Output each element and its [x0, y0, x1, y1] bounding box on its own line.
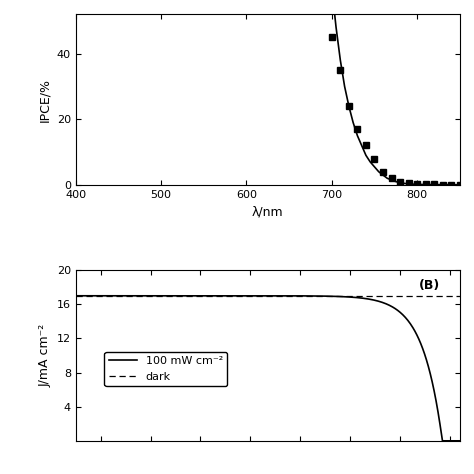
Y-axis label: J/mA cm⁻²: J/mA cm⁻² [38, 324, 51, 387]
X-axis label: λ/nm: λ/nm [252, 205, 283, 218]
Text: (B): (B) [419, 279, 440, 292]
Y-axis label: IPCE/%: IPCE/% [38, 78, 51, 121]
Legend: 100 mW cm⁻², dark: 100 mW cm⁻², dark [104, 352, 227, 386]
